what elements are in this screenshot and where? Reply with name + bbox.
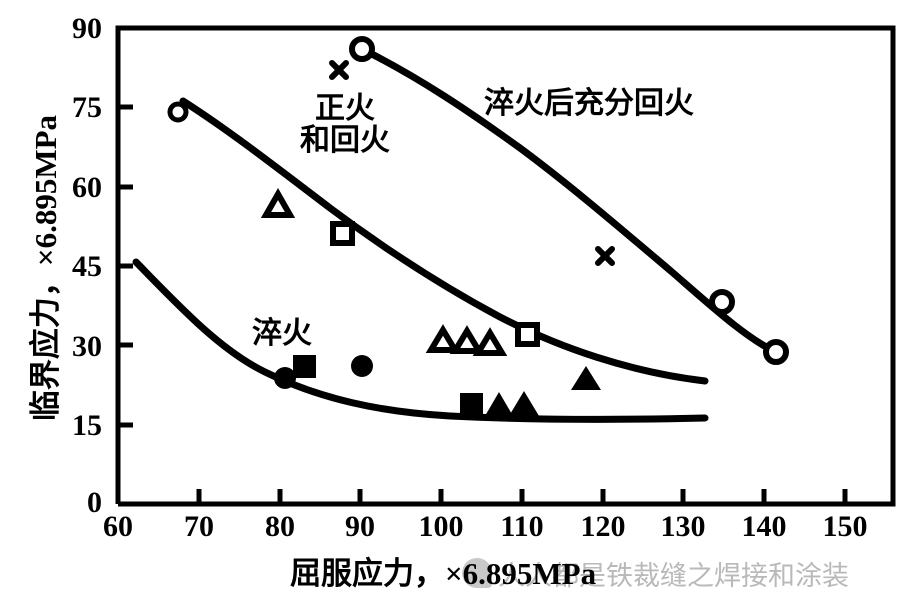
marker-filled-square bbox=[460, 393, 483, 416]
series-curve-quenched bbox=[132, 258, 709, 423]
marker-filled-triangle bbox=[509, 391, 539, 416]
y-tick-90: 90 bbox=[72, 12, 102, 45]
marker-open-circle bbox=[763, 339, 789, 365]
x-tick-80: 80 bbox=[265, 510, 295, 543]
chat-bubble-icon bbox=[462, 558, 492, 588]
series-markers-quenched-fully-tempered bbox=[329, 36, 789, 365]
x-tick-100: 100 bbox=[418, 510, 464, 543]
annotation-line-1: 正火 bbox=[315, 91, 375, 126]
annotation-quenched-and-fully-tempered: 淬火后充分回火 bbox=[484, 86, 694, 121]
marker-open-circle bbox=[349, 36, 375, 62]
y-tick-75: 75 bbox=[72, 91, 102, 124]
y-axis-tick-labels: 90 75 60 45 30 15 0 bbox=[34, 0, 102, 609]
marker-filled-circle bbox=[274, 367, 296, 389]
marker-open-triangle bbox=[425, 324, 461, 353]
marker-open-triangle bbox=[449, 325, 485, 354]
marker-cross bbox=[329, 60, 349, 80]
annotation-normalized-and-tempered: 正火 和回火 bbox=[300, 93, 390, 157]
annotation-line-2: 和回火 bbox=[300, 122, 390, 158]
marker-cross bbox=[595, 246, 615, 266]
marker-filled-triangle bbox=[485, 392, 513, 416]
x-tick-70: 70 bbox=[184, 510, 214, 543]
x-tick-90: 90 bbox=[345, 510, 375, 543]
series-markers-normalized-tempered bbox=[167, 101, 540, 356]
y-tick-60: 60 bbox=[72, 171, 102, 204]
marker-filled-circle bbox=[351, 355, 373, 377]
x-tick-110: 110 bbox=[500, 510, 544, 543]
watermark: 人人都是铁裁缝之焊接和涂装 bbox=[462, 552, 849, 594]
x-tick-60: 60 bbox=[103, 510, 133, 543]
x-axis-tick-labels: 60 70 80 90 100 110 120 130 140 150 bbox=[0, 512, 913, 552]
watermark-text: 人人都是铁裁缝之焊接和涂装 bbox=[498, 560, 849, 592]
marker-filled-square bbox=[293, 355, 316, 378]
marker-open-circle bbox=[709, 289, 735, 315]
series-markers-quenched bbox=[274, 355, 601, 416]
y-tick-45: 45 bbox=[72, 250, 102, 283]
x-tick-150: 150 bbox=[822, 510, 868, 543]
marker-open-circle bbox=[167, 101, 189, 123]
y-tick-30: 30 bbox=[72, 330, 102, 363]
y-tick-0: 0 bbox=[87, 486, 102, 519]
series-curve-normalized-tempered bbox=[179, 97, 709, 385]
marker-open-triangle bbox=[260, 187, 296, 218]
marker-open-triangle bbox=[472, 327, 508, 356]
annotation-quenched: 淬火 bbox=[252, 316, 312, 351]
x-tick-120: 120 bbox=[580, 510, 626, 543]
y-tick-15: 15 bbox=[72, 409, 102, 442]
x-axis-ticks bbox=[115, 489, 848, 504]
marker-open-square bbox=[515, 322, 540, 347]
x-axis-title: 屈服应力，×6.895MPa bbox=[290, 555, 597, 591]
marker-filled-triangle bbox=[571, 366, 601, 390]
x-tick-130: 130 bbox=[660, 510, 706, 543]
x-tick-140: 140 bbox=[741, 510, 787, 543]
marker-open-square bbox=[330, 221, 355, 246]
